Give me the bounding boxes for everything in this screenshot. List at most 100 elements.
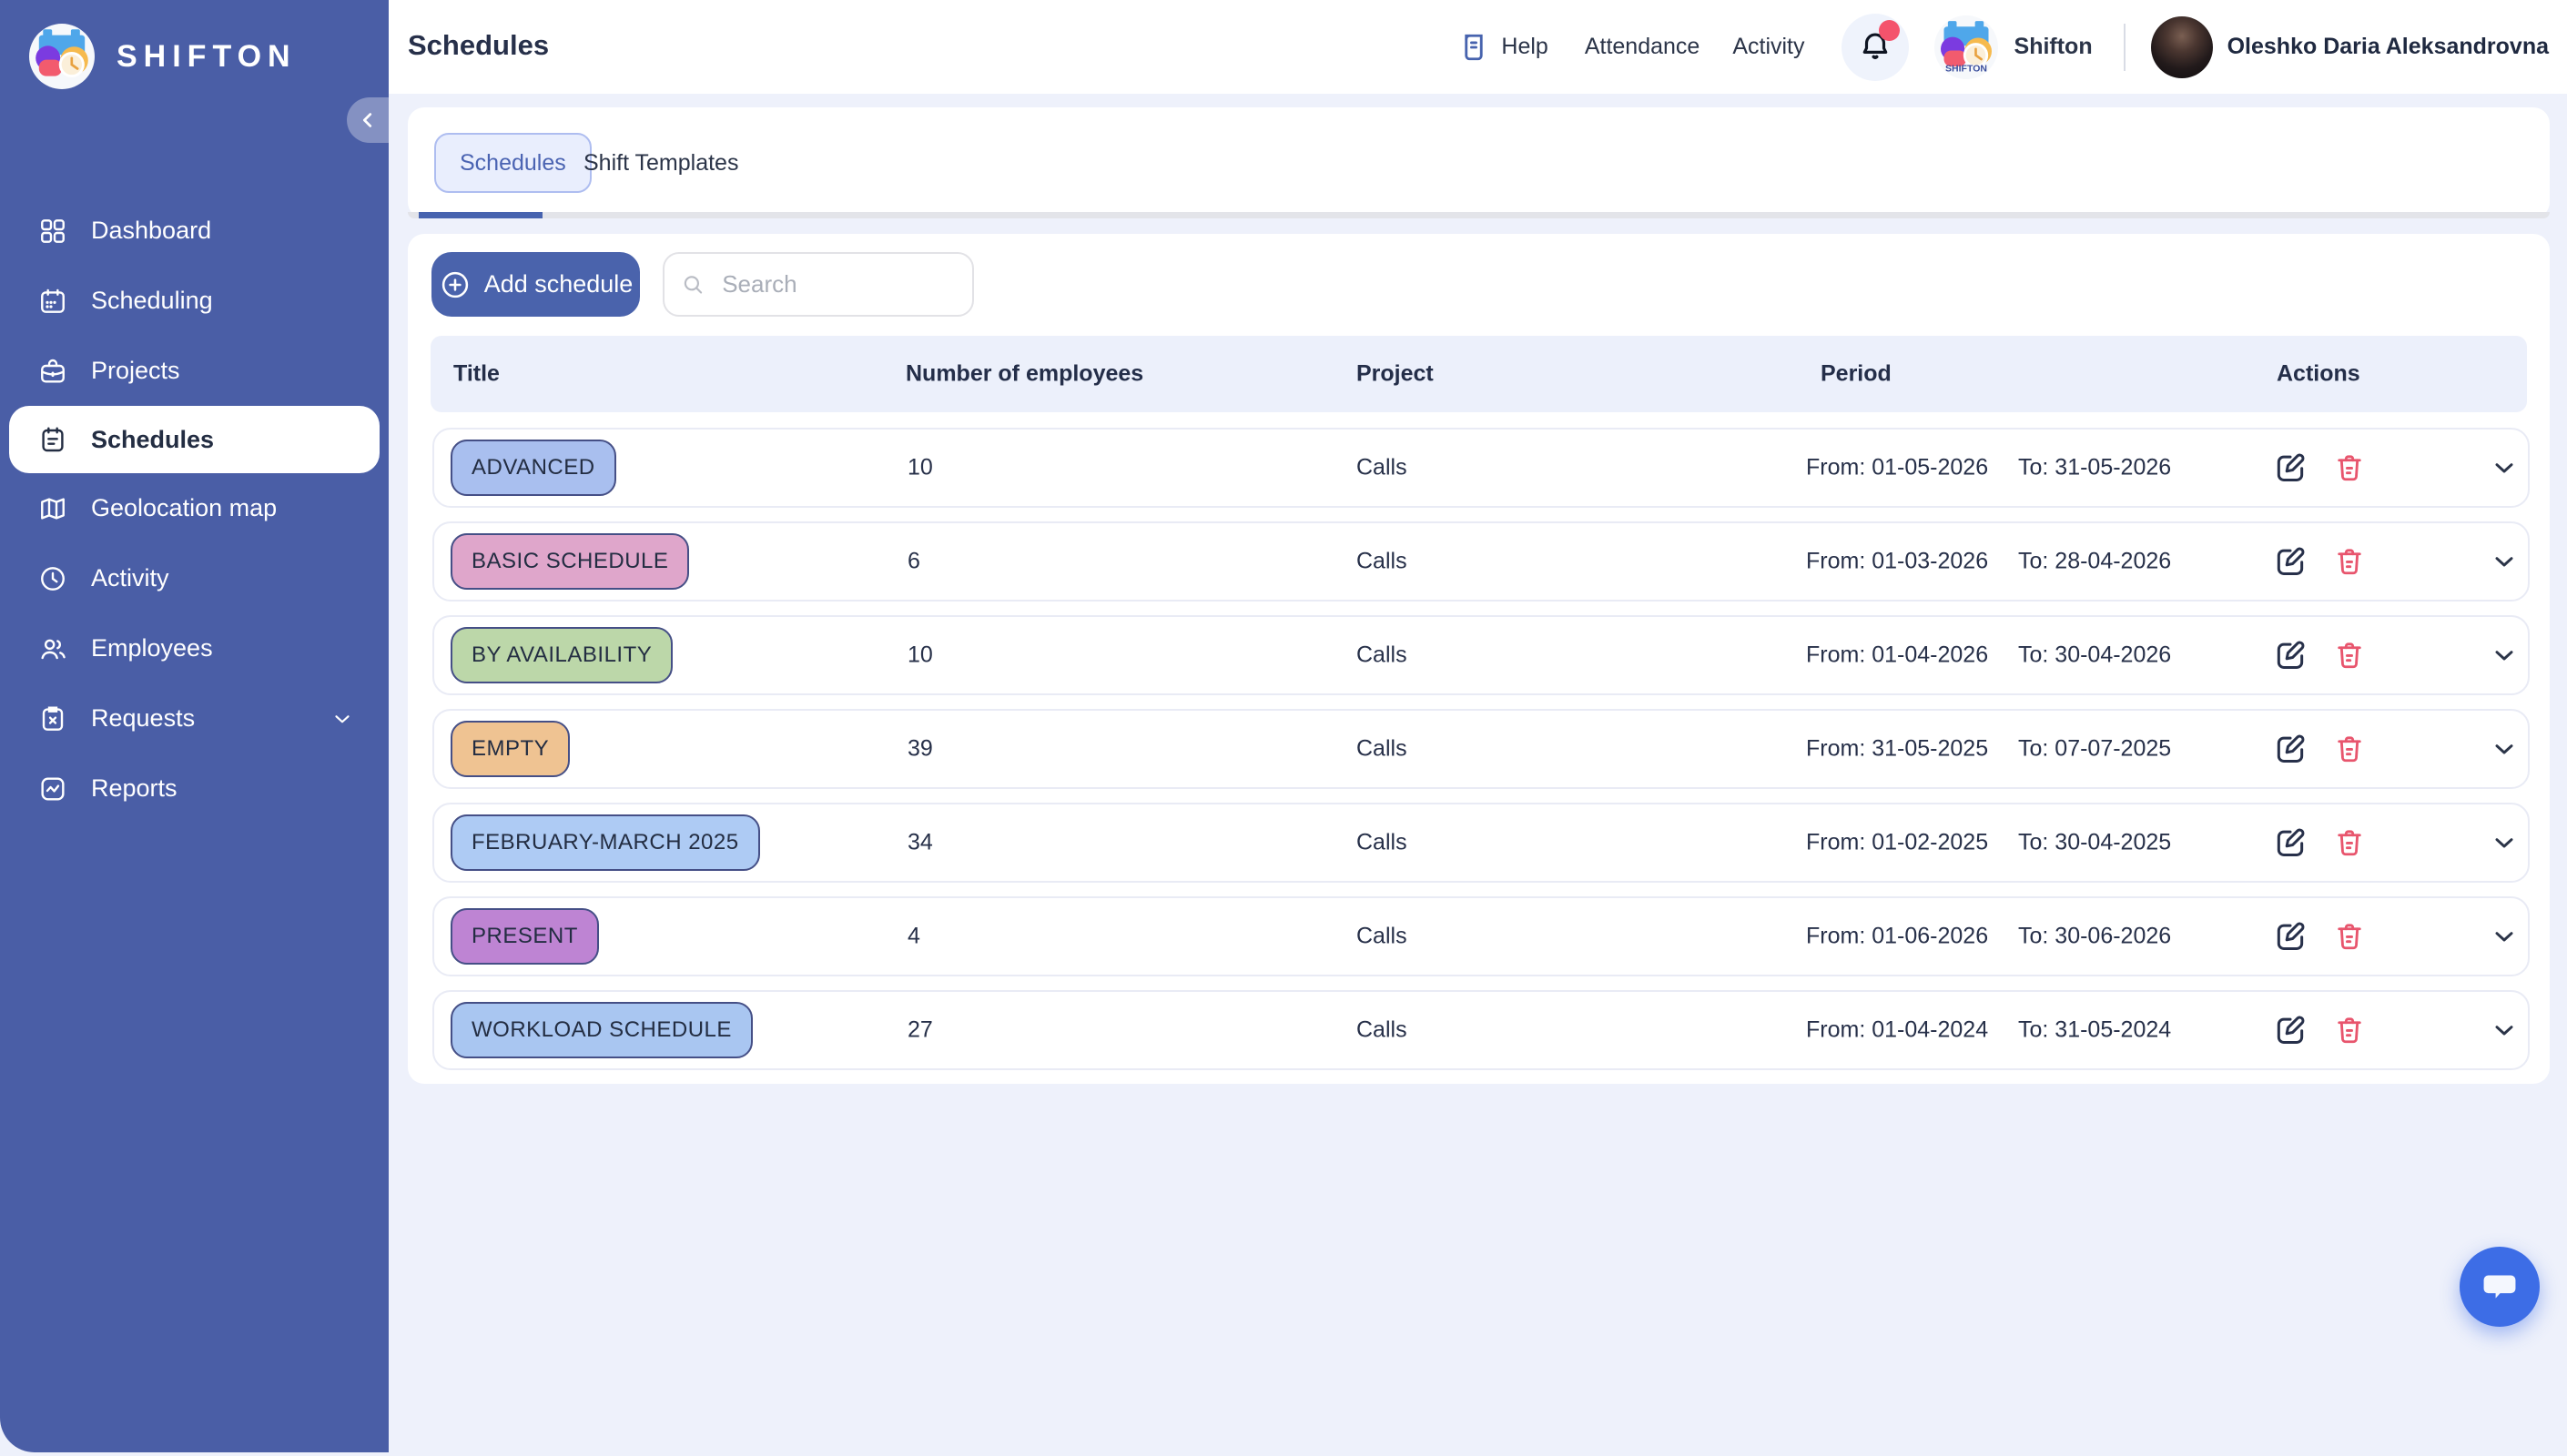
delete-button[interactable] [2333, 544, 2366, 579]
edit-button[interactable] [2273, 919, 2308, 954]
period-to: To: 30-04-2025 [2018, 829, 2172, 855]
tabs-card: Schedules Shift Templates [408, 107, 2550, 218]
tab-shift-templates[interactable]: Shift Templates [556, 107, 766, 218]
sidebar-item-schedules[interactable]: Schedules [9, 406, 380, 473]
chat-widget-button[interactable] [2460, 1247, 2540, 1327]
reports-chart-icon [41, 776, 65, 801]
period-from: From: 01-05-2026 [1806, 454, 1989, 480]
sidebar-item-reports[interactable]: Reports [0, 753, 389, 824]
expand-row-button[interactable] [2490, 453, 2519, 482]
table-row[interactable]: BASIC SCHEDULE 6 Calls From: 01-03-2026 … [432, 521, 2530, 602]
period-to: To: 31-05-2026 [2018, 454, 2172, 480]
period-to: To: 30-04-2026 [2018, 642, 2172, 668]
sidebar-item-label: Schedules [91, 425, 215, 453]
company-switcher[interactable]: SHIFTON Shifton [1934, 15, 2093, 79]
delete-button[interactable] [2333, 825, 2366, 860]
edit-button[interactable] [2273, 638, 2308, 672]
sidebar-item-projects[interactable]: Projects [0, 336, 389, 406]
edit-button[interactable] [2273, 544, 2308, 579]
add-schedule-button[interactable]: Add schedule [431, 252, 640, 317]
search-input[interactable] [722, 270, 956, 298]
edit-button[interactable] [2273, 1013, 2308, 1047]
period-from: From: 01-02-2025 [1806, 829, 1989, 855]
delete-button[interactable] [2333, 450, 2366, 485]
svg-text:SHIFTON: SHIFTON [1945, 63, 1987, 74]
period-from: From: 01-04-2026 [1806, 642, 1989, 668]
table-row[interactable]: ADVANCED 10 Calls From: 01-05-2026 To: 3… [432, 428, 2530, 508]
edit-icon [2277, 641, 2305, 669]
table-row[interactable]: BY AVAILABILITY 10 Calls From: 01-04-202… [432, 615, 2530, 695]
sidebar-item-requests[interactable]: Requests [0, 683, 389, 753]
employees-cell: 10 [908, 454, 933, 480]
delete-button[interactable] [2333, 919, 2366, 954]
chevron-down-icon [2495, 744, 2513, 754]
edit-button[interactable] [2273, 732, 2308, 766]
notifications-button[interactable] [1841, 13, 1909, 81]
sidebar-collapse-button[interactable] [347, 97, 389, 143]
chevron-left-icon [362, 113, 372, 127]
sidebar-item-employees[interactable]: Employees [0, 613, 389, 683]
delete-button[interactable] [2333, 732, 2366, 766]
table-row[interactable]: EMPTY 39 Calls From: 31-05-2025 To: 07-0… [432, 709, 2530, 789]
sidebar: SHIFTON Dashboard Scheduling Projects Sc… [0, 0, 389, 1452]
sidebar-item-geolocation-map[interactable]: Geolocation map [0, 473, 389, 543]
sidebar-item-label: Employees [91, 634, 213, 662]
employees-users-icon [41, 639, 66, 659]
attendance-link[interactable]: Attendance [1584, 34, 1700, 59]
project-cell: Calls [1356, 923, 1407, 949]
expand-row-button[interactable] [2490, 828, 2519, 857]
project-cell: Calls [1356, 454, 1407, 480]
company-logo-icon: SHIFTON [1934, 15, 1998, 79]
sidebar-item-dashboard[interactable]: Dashboard [0, 196, 389, 266]
expand-row-button[interactable] [2490, 922, 2519, 951]
employees-cell: 27 [908, 1016, 933, 1043]
trash-icon [2338, 830, 2361, 856]
schedule-title-badge: PRESENT [451, 908, 599, 965]
edit-button[interactable] [2273, 825, 2308, 860]
tab-schedules[interactable]: Schedules [434, 133, 592, 193]
period-from: From: 01-06-2026 [1806, 923, 1989, 949]
activity-clock-icon [41, 566, 65, 591]
sidebar-item-scheduling[interactable]: Scheduling [0, 266, 389, 336]
scheduling-calendar-icon [41, 288, 65, 313]
chevron-down-icon [2495, 838, 2513, 848]
user-avatar[interactable] [2150, 15, 2213, 78]
project-cell: Calls [1356, 548, 1407, 574]
add-schedule-label: Add schedule [483, 270, 634, 298]
col-period: Period [1821, 360, 1892, 387]
header-divider [2123, 23, 2126, 71]
delete-button[interactable] [2333, 638, 2366, 672]
page-title: Schedules [408, 29, 550, 61]
schedules-note-icon [42, 427, 64, 452]
expand-row-button[interactable] [2490, 1016, 2519, 1045]
user-name[interactable]: Oleshko Daria Aleksandrovna [2227, 34, 2549, 59]
help-link[interactable]: Help [1457, 29, 1548, 66]
sidebar-item-label: Projects [91, 357, 180, 384]
period-from: From: 01-04-2024 [1806, 1016, 1989, 1043]
requests-clipboard-icon [42, 706, 64, 731]
expand-row-button[interactable] [2490, 641, 2519, 670]
table-row[interactable]: WORKLOAD SCHEDULE 27 Calls From: 01-04-2… [432, 990, 2530, 1070]
expand-row-button[interactable] [2490, 734, 2519, 763]
activity-link[interactable]: Activity [1732, 34, 1805, 59]
chevron-down-icon [2495, 557, 2513, 567]
table-row[interactable]: FEBRUARY-MARCH 2025 34 Calls From: 01-02… [432, 803, 2530, 883]
project-cell: Calls [1356, 1016, 1407, 1043]
help-book-icon [1465, 34, 1484, 60]
company-name: Shifton [2014, 34, 2093, 59]
chevron-down-icon [2495, 932, 2513, 942]
project-cell: Calls [1356, 735, 1407, 762]
edit-icon [2277, 1016, 2305, 1044]
project-cell: Calls [1356, 642, 1407, 668]
table-row[interactable]: PRESENT 4 Calls From: 01-06-2026 To: 30-… [432, 896, 2530, 976]
sidebar-item-label: Activity [91, 564, 169, 592]
expand-row-button[interactable] [2490, 547, 2519, 576]
edit-button[interactable] [2273, 450, 2308, 485]
tab-underline-active [419, 212, 543, 218]
delete-button[interactable] [2333, 1013, 2366, 1047]
sidebar-item-label: Scheduling [91, 287, 213, 314]
trash-icon [2338, 1017, 2361, 1044]
sidebar-item-label: Geolocation map [91, 494, 278, 521]
sidebar-item-activity[interactable]: Activity [0, 543, 389, 613]
chevron-down-icon [2495, 651, 2513, 661]
